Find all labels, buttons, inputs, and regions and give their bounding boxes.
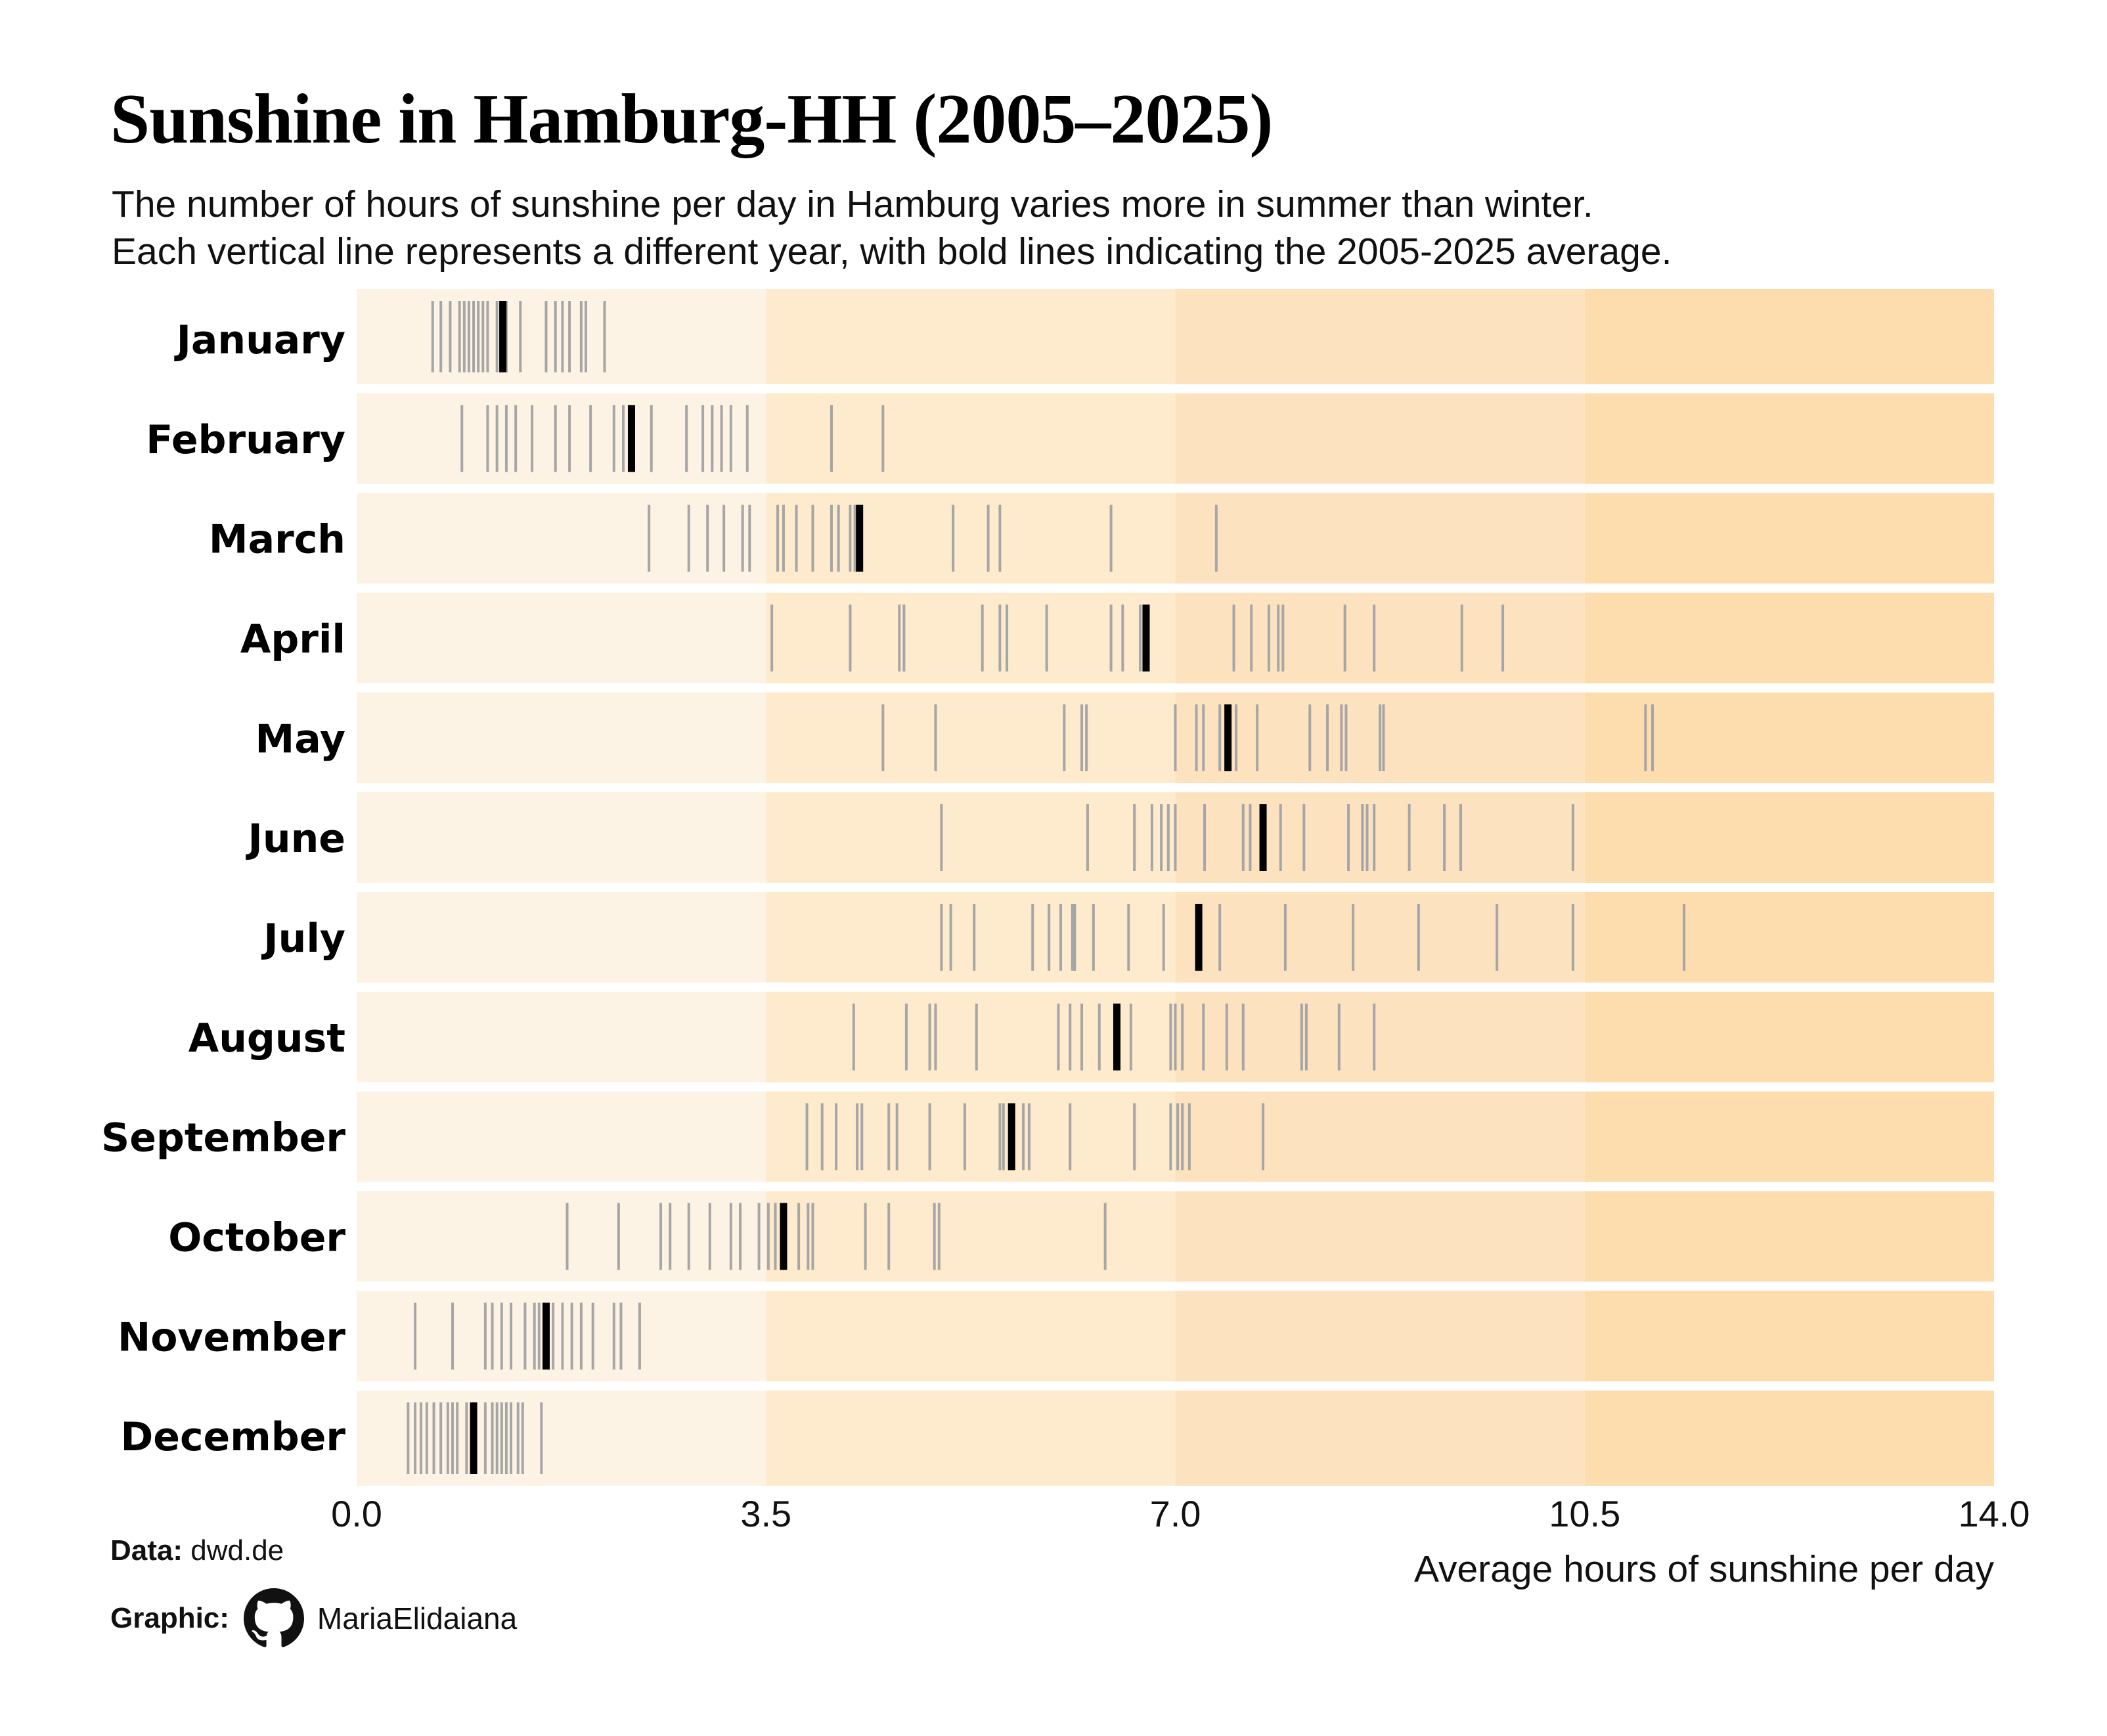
- month-labels: January February March April May June July Augu…: [101, 317, 345, 1460]
- month-label-september: September: [101, 1115, 345, 1161]
- x-tick-label: 14.0: [1959, 1493, 2030, 1534]
- row-separator: [355, 1381, 1995, 1391]
- x-tick-label: 10.5: [1549, 1493, 1620, 1534]
- year-lines: [407, 301, 1686, 1474]
- graphic-credit-value: MariaElidaiana: [317, 1601, 518, 1636]
- month-label-december: December: [120, 1414, 345, 1460]
- row-separator: [355, 483, 1995, 493]
- graphic-credit: Graphic: MariaElidaiana: [110, 1588, 517, 1649]
- month-label-january: January: [174, 317, 345, 363]
- row-separator: [355, 982, 1995, 992]
- month-label-march: March: [209, 517, 345, 563]
- row-separator: [355, 384, 1995, 393]
- row-separator: [355, 1281, 1995, 1291]
- data-credit-value: dwd.de: [190, 1534, 284, 1567]
- data-credit: Data: dwd.de: [110, 1534, 284, 1567]
- x-axis-ticks: 0.0 3.5 7.0 10.5 14.0: [331, 1493, 2029, 1534]
- row-separator: [355, 1182, 1995, 1191]
- month-label-november: November: [118, 1314, 345, 1360]
- month-label-october: October: [168, 1214, 345, 1260]
- row-separator: [355, 883, 1995, 892]
- month-label-june: June: [246, 816, 345, 862]
- subtitle-line-2: Each vertical line represents a differen…: [112, 231, 1672, 273]
- row-separator: [355, 583, 1995, 593]
- x-tick-label: 7.0: [1150, 1493, 1201, 1534]
- row-separator: [355, 783, 1995, 793]
- month-label-may: May: [255, 716, 345, 762]
- month-label-february: February: [146, 417, 345, 463]
- row-separator: [355, 1082, 1995, 1092]
- x-tick-label: 3.5: [740, 1493, 791, 1534]
- row-separators: [355, 384, 1995, 1391]
- x-tick-label: 0.0: [331, 1493, 382, 1534]
- graphic-credit-label: Graphic:: [110, 1602, 229, 1634]
- x-axis-label: Average hours of sunshine per day: [1414, 1548, 1995, 1590]
- average-lines: [470, 301, 1267, 1474]
- data-credit-label: Data:: [110, 1534, 183, 1567]
- github-icon: [243, 1588, 304, 1647]
- subtitle-line-1: The number of hours of sunshine per day …: [112, 183, 1593, 225]
- month-label-august: August: [189, 1015, 345, 1061]
- month-label-july: July: [261, 916, 345, 962]
- month-label-april: April: [240, 616, 345, 662]
- row-separator: [355, 683, 1995, 693]
- chart-title: Sunshine in Hamburg-HH (2005–2025): [110, 80, 1273, 158]
